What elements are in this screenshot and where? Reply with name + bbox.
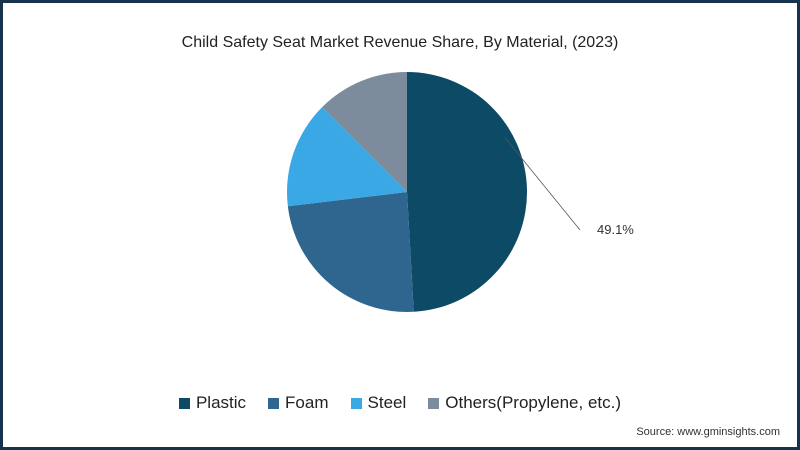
data-label: 49.1%: [597, 222, 634, 237]
legend-label: Plastic: [195, 393, 247, 412]
legend-item: Foam: [268, 393, 329, 413]
legend-item: Others(Propylene, etc.): [428, 393, 621, 413]
legend-swatch: [178, 397, 190, 409]
source-note: Source: www.gminsights.com: [636, 426, 780, 438]
legend-item: Steel: [350, 393, 407, 413]
legend-label: Foam: [285, 393, 329, 412]
legend-item: Plastic: [178, 393, 247, 413]
pie-slice-plastic: [407, 71, 528, 312]
legend-swatch: [268, 397, 280, 409]
legend: Plastic Foam Steel Others(Propylene, etc.): [0, 393, 800, 413]
pie-slice-others-propylene-etc: [322, 72, 407, 192]
pie-slice-steel: [287, 107, 407, 207]
leader-line: [504, 137, 581, 231]
chart-title: Child Safety Seat Market Revenue Share, …: [181, 34, 619, 51]
legend-swatch: [428, 397, 440, 409]
legend-label: Steel: [367, 393, 407, 412]
pie-slice-foam: [287, 192, 414, 312]
legend-swatch: [350, 397, 362, 409]
legend-label: Others(Propylene, etc.): [445, 393, 622, 412]
